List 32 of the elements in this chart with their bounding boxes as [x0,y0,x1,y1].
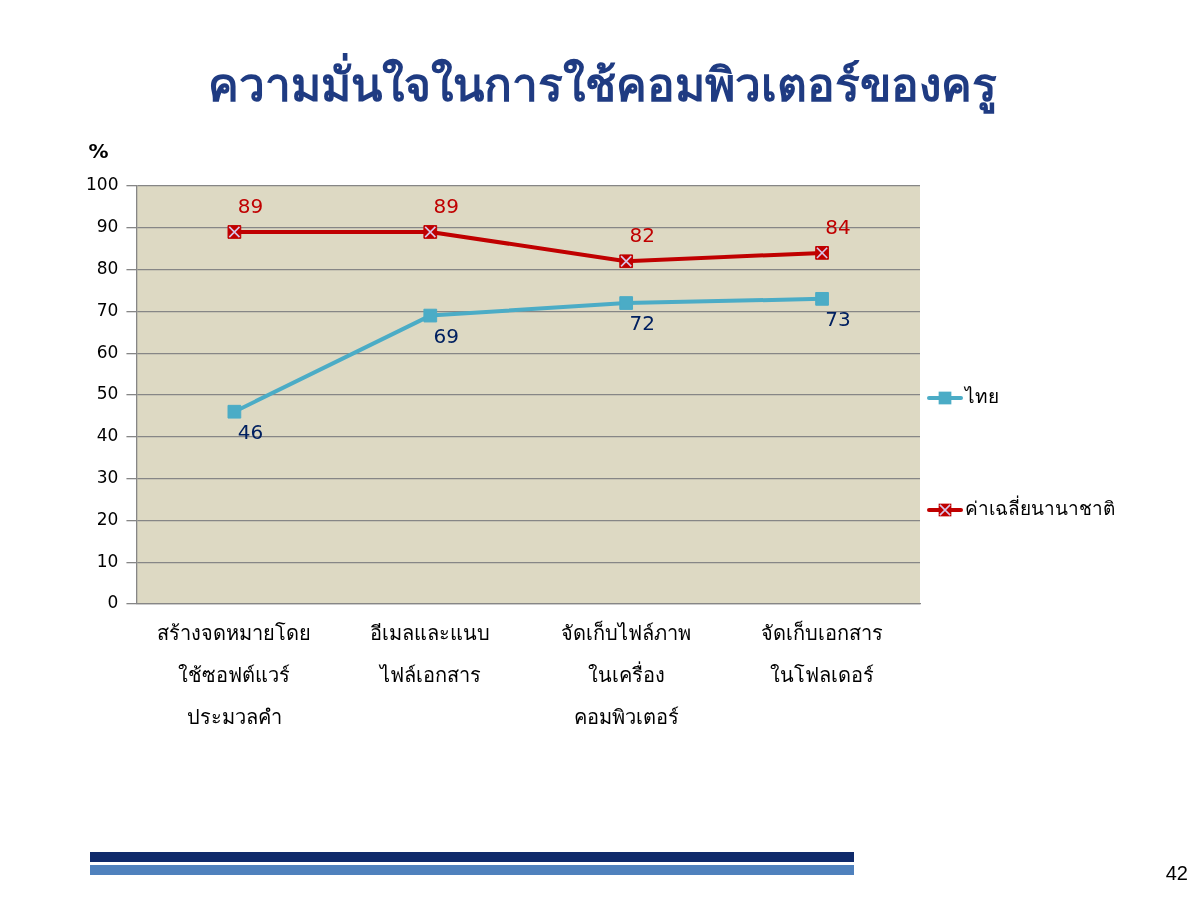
data-label: 46 [237,419,264,444]
y-tick-label: 20 [96,508,119,529]
point [815,292,829,306]
x-tick-label: จัดเก็บเอกสาร ในโฟลเดอร์ [761,620,884,688]
chart-title: ความมั่นใจในการใช้คอมพิวเตอร์ของครู [206,52,998,116]
legend-label: ไทย [963,384,999,407]
y-tick-label: 30 [96,467,119,488]
point [227,404,242,419]
y-tick-label: 0 [107,592,119,613]
data-label: 82 [629,223,655,248]
data-label: 72 [629,311,655,336]
y-tick-label: 50 [96,383,119,404]
y-tick-label: 60 [96,341,119,362]
text: 42 [1165,862,1188,885]
x-tick-label: สร้างจดหมายโดย ใช้ซอฟต์แวร์ ประมวลคำ [157,621,312,730]
y-tick-label: 10 [96,550,119,571]
data-label: 69 [433,323,460,348]
data-label: 89 [237,194,264,219]
y-axis-title: % [88,139,109,164]
x-tick-label: อีเมลและแนบ ไฟล์เอกสาร [370,621,491,688]
y-tick-label: 100 [85,174,119,195]
x-tick-label: จัดเก็บไฟล์ภาพ ในเครื่อง คอมพิวเตอร์ [561,620,692,730]
data-label: 84 [825,215,851,240]
y-tick-label: 80 [96,258,119,279]
point [423,308,438,323]
point [619,296,634,310]
data-label: 73 [825,307,851,332]
data-label: 89 [433,194,460,219]
y-tick-label: 70 [96,299,119,320]
y-tick-label: 90 [96,216,119,237]
legend-label: ค่าเฉลี่ยนานาชาติ [965,494,1115,519]
y-tick-label: 40 [96,425,119,446]
